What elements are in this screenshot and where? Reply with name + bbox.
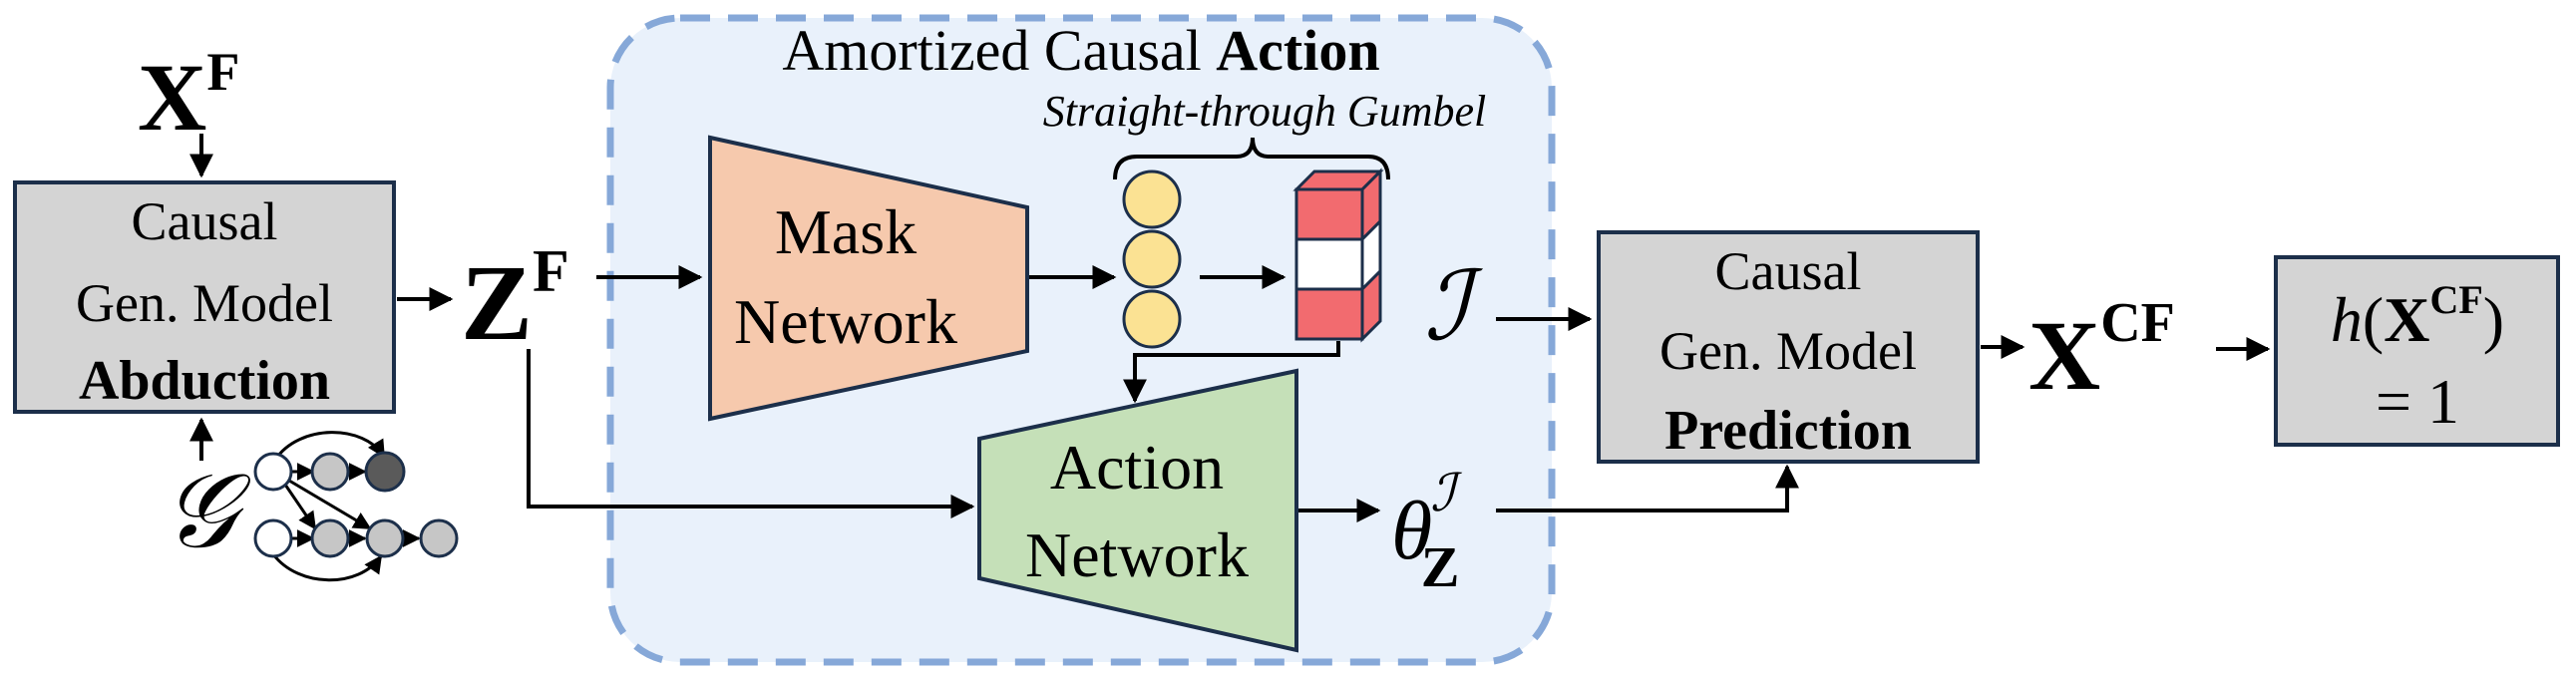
goal-box: [2274, 255, 2560, 447]
mask-logit-node: [1122, 170, 1182, 229]
abduction-box: [13, 180, 396, 414]
causal-graph-icon: [253, 431, 459, 582]
action-network-line1: Action: [1050, 432, 1224, 503]
abduction-line3: Abduction: [79, 350, 330, 412]
prediction-line3: Prediction: [1664, 400, 1912, 462]
mask-logit-node: [1122, 289, 1182, 349]
graph-symbol: 𝒢: [163, 455, 251, 569]
goal-line2: = 1: [2376, 366, 2459, 437]
mask-logit-node: [1122, 229, 1182, 289]
action-panel-title: Amortized Causal Action: [782, 18, 1379, 83]
arrow-theta-to-prediction: [1496, 464, 1799, 512]
gumbel-brace: [1113, 137, 1390, 180]
mask-network: [708, 135, 1029, 422]
abduction-line2: Gen. Model: [76, 273, 333, 333]
latent-z-factual: ZF: [461, 238, 569, 363]
input-x-factual: XF: [138, 42, 239, 151]
action-network-line2: Network: [1025, 519, 1249, 590]
binary-mask-vector: [1292, 168, 1384, 343]
gumbel-label: Straight-through Gumbel: [1043, 87, 1486, 136]
goal-line1: h(XCF): [2331, 277, 2504, 355]
mask-network-line1: Mask: [775, 196, 917, 267]
output-x-counterfactual: XCF: [2028, 292, 2175, 411]
mask-network-line2: Network: [734, 286, 957, 357]
prediction-box: [1597, 230, 1980, 464]
abduction-line1: Causal: [132, 191, 278, 251]
action-network: [977, 368, 1298, 653]
prediction-line2: Gen. Model: [1659, 321, 1917, 381]
arrow-mask-vector-to-action-network: [1123, 341, 1340, 404]
arrow-zf-to-action-network: [527, 349, 975, 518]
prediction-line1: Causal: [1715, 241, 1862, 301]
